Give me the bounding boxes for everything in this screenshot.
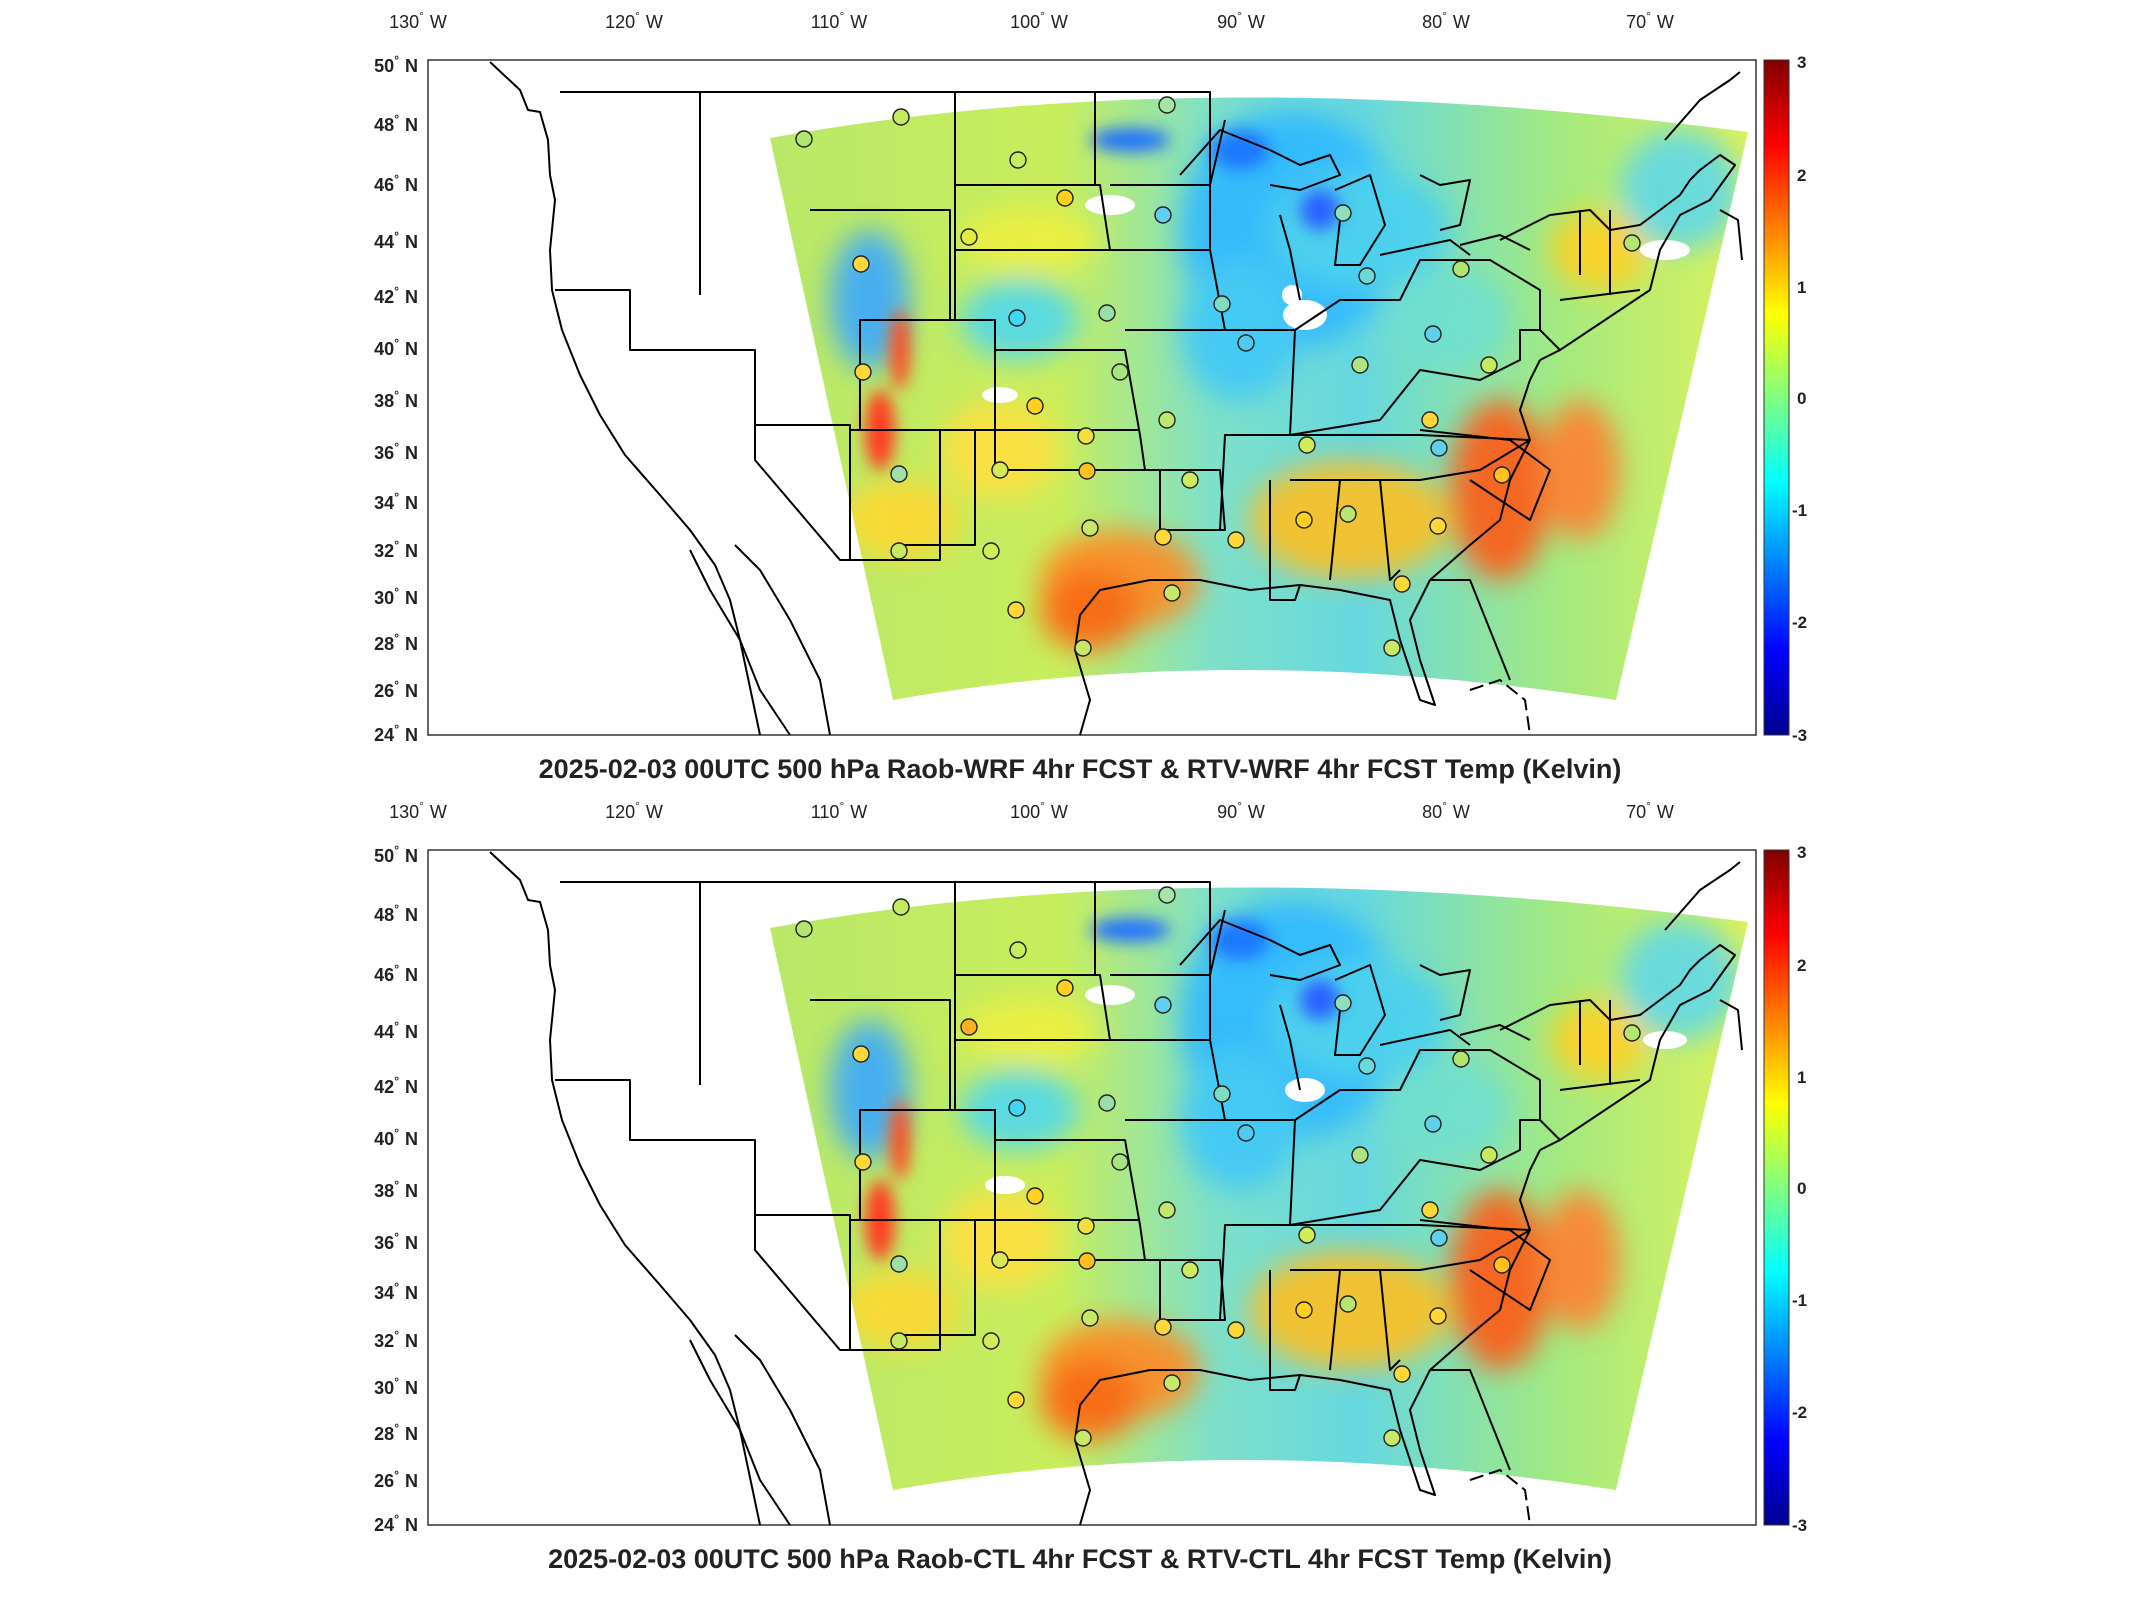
lat-tick-label: 42° N [374,284,418,307]
lon-tick-label: 70° W [1626,9,1674,32]
lat-tick-label: 44° N [374,229,418,252]
lat-tick-label: 34° N [374,1280,418,1303]
colorbar-tick: 3 [1797,843,1806,862]
lat-tick-label: 40° N [374,336,418,359]
baja-peninsula [689,1339,791,1526]
great-lakes [1179,919,1531,1091]
lon-tick-label: 90° W [1217,799,1265,822]
baja-peninsula [689,549,791,736]
lat-tick-label: 24° N [374,722,418,745]
canada-coast [1664,861,1743,1051]
lon-axis-labels: 130° W 120° W 110° W 100° W 90° W 80° W 70° W [389,799,1674,822]
gulf-of-california [734,1334,831,1526]
colorbar-tick: 2 [1797,166,1806,185]
lon-tick-label: 120° W [605,799,663,822]
lat-tick-label: 26° N [374,1468,418,1491]
colorbar-tick: 1 [1797,1068,1806,1087]
lat-tick-label: 24° N [374,1512,418,1535]
lat-tick-label: 32° N [374,1328,418,1351]
coastlines-and-borders [489,61,1743,736]
colorbar-tick: 2 [1797,956,1806,975]
lon-tick-label: 80° W [1422,799,1470,822]
lat-axis-labels: 50° N 48° N 46° N 44° N 42° N 40° N 38° N 36° N … [374,53,418,745]
colorbar-tick: -3 [1792,726,1807,745]
lon-axis-labels: 130° W 120° W 110° W 100° W 90° W 80° W 70° W [389,9,1674,32]
colorbar-tick: -1 [1792,1291,1807,1310]
lat-tick-label: 50° N [374,53,418,76]
lon-tick-label: 100° W [1010,9,1068,32]
colorbar-gradient [1763,59,1790,736]
gulf-of-california [734,544,831,736]
lat-tick-label: 38° N [374,1178,418,1201]
east-coastline [1074,1149,1541,1526]
colorbar-tick: 0 [1797,1179,1806,1198]
lat-tick-label: 26° N [374,678,418,701]
cuba-coast [1469,1469,1531,1526]
lat-tick-label: 28° N [374,631,418,654]
lon-tick-label: 100° W [1010,799,1068,822]
great-lakes [1179,129,1531,301]
lon-tick-label: 110° W [811,9,868,32]
colorbar-tick: 0 [1797,389,1806,408]
panel-title: 2025-02-03 00UTC 500 hPa Raob-WRF 4hr FC… [539,754,1622,784]
colorbar: 3 2 1 0 -1 -2 -3 [1763,843,1807,1535]
colorbar-tick: -2 [1792,613,1807,632]
lat-tick-label: 28° N [374,1421,418,1444]
west-coastline [489,851,761,1526]
lon-tick-label: 80° W [1422,9,1470,32]
lat-tick-label: 30° N [374,1375,418,1398]
lat-tick-label: 34° N [374,490,418,513]
lat-axis-labels: 50° N 48° N 46° N 44° N 42° N 40° N 38° N 36° N … [374,843,418,1535]
northeast-borders [1499,154,1736,361]
colorbar-tick: 1 [1797,278,1806,297]
lat-tick-label: 46° N [374,962,418,985]
panel-wrf: 130° W 120° W 110° W 100° W 90° W 80° W 70° W 5… [374,9,1807,784]
east-coastline [1074,359,1541,736]
lat-tick-label: 36° N [374,1230,418,1253]
panel-title: 2025-02-03 00UTC 500 hPa Raob-CTL 4hr FC… [548,1544,1612,1574]
lon-tick-label: 120° W [605,9,663,32]
lon-tick-label: 90° W [1217,9,1265,32]
colorbar: 3 2 1 0 -1 -2 -3 [1763,53,1807,745]
lat-tick-label: 44° N [374,1019,418,1042]
lat-tick-label: 36° N [374,440,418,463]
colorbar-tick: -2 [1792,1403,1807,1422]
radiosonde-stations [795,96,1641,657]
lon-tick-label: 130° W [389,9,447,32]
lat-tick-label: 48° N [374,902,418,925]
lat-tick-label: 50° N [374,843,418,866]
lat-tick-label: 40° N [374,1126,418,1149]
colorbar-gradient [1763,849,1790,1526]
panel-ctl: 130° W 120° W 110° W 100° W 90° W 80° W 70° W 5… [374,799,1807,1574]
colorbar-tick: -3 [1792,1516,1807,1535]
west-coastline [489,61,761,736]
lat-tick-label: 48° N [374,112,418,135]
lat-tick-label: 30° N [374,585,418,608]
state-borders-plains [954,881,1226,1321]
coastlines-and-borders [489,851,1743,1526]
radiosonde-stations [795,886,1641,1447]
lon-tick-label: 70° W [1626,799,1674,822]
lon-tick-label: 130° W [389,799,447,822]
lat-tick-label: 42° N [374,1074,418,1097]
lat-tick-label: 46° N [374,172,418,195]
colorbar-tick: 3 [1797,53,1806,72]
northeast-borders [1499,944,1736,1151]
canada-coast [1664,71,1743,261]
lon-tick-label: 110° W [811,799,868,822]
state-borders-plains [954,91,1226,531]
lat-tick-label: 38° N [374,388,418,411]
forecast-field [770,97,1748,700]
lat-tick-label: 32° N [374,538,418,561]
colorbar-tick: -1 [1792,501,1807,520]
cuba-coast [1469,679,1531,736]
forecast-field [770,887,1748,1490]
